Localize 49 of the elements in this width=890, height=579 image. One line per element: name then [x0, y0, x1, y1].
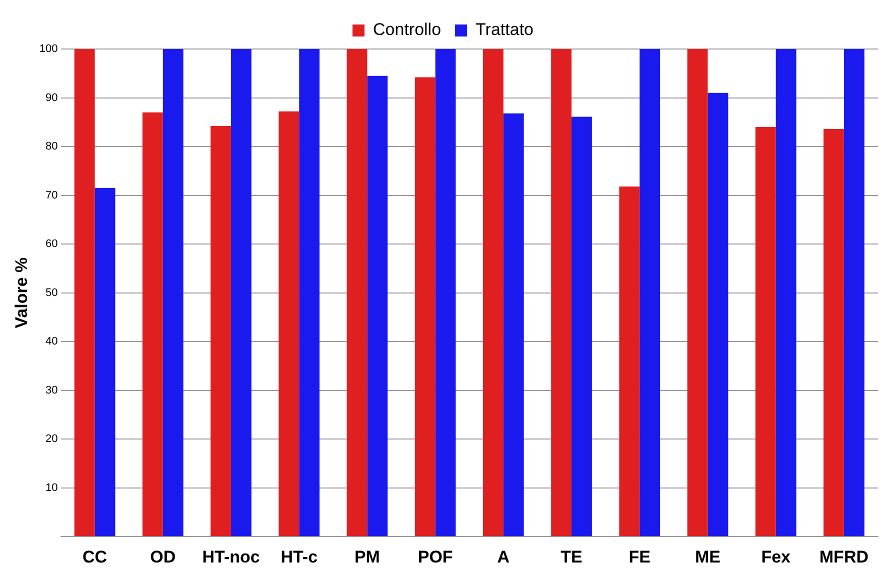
bar	[367, 76, 388, 536]
y-tick-label: 30	[46, 384, 58, 396]
bar	[572, 116, 592, 536]
x-tick-label: HT-noc	[202, 547, 260, 566]
y-tick-label: 70	[46, 189, 58, 202]
bar	[776, 49, 796, 536]
bar	[755, 127, 776, 536]
x-tick-label: Fex	[761, 547, 792, 566]
x-tick-label: MFRD	[819, 547, 869, 566]
bar	[687, 49, 708, 536]
bar	[162, 49, 184, 536]
bar	[844, 49, 864, 536]
x-tick-label: ME	[694, 547, 720, 566]
x-tick-label: POF	[418, 547, 453, 566]
y-axis-title: Valore %	[12, 257, 31, 328]
bar	[210, 126, 232, 536]
bar	[278, 111, 300, 536]
bar	[708, 92, 728, 536]
y-tick-label: 40	[46, 336, 58, 348]
x-tick-label: TE	[560, 547, 582, 566]
bar	[142, 112, 163, 536]
bar	[94, 188, 116, 536]
bar	[640, 49, 660, 536]
x-tick-label: A	[497, 547, 510, 566]
bar	[551, 49, 572, 536]
legend-label: Trattato	[476, 20, 534, 40]
x-tick-label: PM	[354, 547, 380, 566]
bar	[824, 128, 844, 536]
bar	[74, 49, 95, 536]
y-tick-label: 10	[46, 482, 58, 494]
bar	[231, 49, 252, 536]
bar	[483, 49, 504, 536]
bar	[503, 113, 524, 536]
y-tick-label: 90	[46, 92, 58, 104]
bar	[346, 49, 368, 536]
x-tick-label: CC	[82, 547, 108, 566]
x-tick-label: HT-c	[280, 547, 318, 566]
bar	[299, 49, 320, 536]
y-tick-label: 60	[46, 238, 58, 250]
y-tick-label: 20	[46, 433, 58, 446]
x-tick-label: OD	[150, 547, 176, 566]
bar	[435, 49, 456, 536]
x-tick-label: FE	[628, 547, 651, 566]
bar	[619, 186, 640, 536]
y-tick-label: 100	[39, 43, 58, 56]
y-tick-label: 50	[46, 286, 58, 299]
bar	[414, 77, 436, 536]
y-tick-label: 80	[46, 140, 58, 153]
legend-label: Controllo	[373, 20, 442, 40]
